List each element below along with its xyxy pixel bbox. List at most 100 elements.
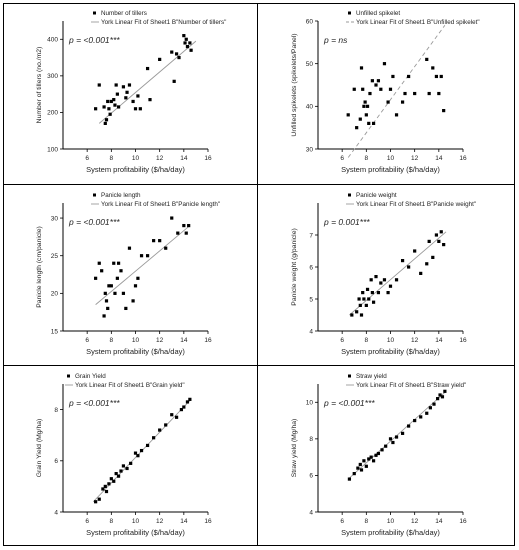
data-point: [374, 275, 378, 279]
x-tick-label: 6: [340, 155, 344, 162]
y-tick-label: 30: [306, 146, 314, 153]
y-tick-label: 300: [47, 73, 58, 80]
chart-straw-yield: 6 8 10 12 14 16 4 6 8 10 System profitability ($/h…: [258, 366, 512, 547]
data-point: [371, 300, 376, 304]
data-point: [101, 487, 105, 491]
data-point: [124, 306, 128, 311]
data-point: [121, 291, 126, 295]
chart-svg: 6 8 10 12 14 16 100 200 300 400 System profitabili…: [36, 10, 226, 174]
data-point: [362, 297, 366, 301]
legend-label: Grain Yield: [75, 373, 106, 380]
fit-line: [95, 225, 191, 305]
x-tick-label: 12: [156, 155, 164, 162]
x-tick-label: 16: [459, 337, 467, 344]
legend-label: Panicle length: [101, 192, 141, 199]
data-point: [112, 261, 116, 265]
data-point: [403, 91, 407, 96]
data-point: [176, 231, 180, 235]
y-tick-label: 50: [306, 61, 314, 68]
data-point: [434, 233, 439, 237]
data-point: [371, 121, 376, 125]
data-point: [133, 284, 138, 288]
x-tick-label: 10: [132, 518, 140, 525]
data-point: [185, 45, 190, 49]
x-tick-label: 12: [411, 518, 419, 525]
data-point: [355, 126, 359, 130]
x-axis-title: System profitability ($/ha/day): [86, 347, 185, 356]
data-point: [107, 107, 111, 111]
data-point: [391, 440, 395, 445]
legend-label: Number of tillers: [101, 10, 147, 17]
data-point: [103, 291, 107, 295]
x-tick-label: 8: [110, 518, 114, 525]
data-point: [94, 500, 98, 504]
p-value-annotation: p = ns: [323, 35, 348, 45]
x-tick-label: 10: [132, 337, 140, 344]
data-point: [384, 444, 388, 448]
data-point: [432, 402, 436, 406]
data-point: [357, 297, 361, 301]
data-point: [107, 482, 111, 486]
x-tick-label: 6: [340, 337, 344, 344]
data-point: [188, 41, 192, 45]
x-tick-label: 16: [459, 155, 467, 162]
chart-panicle-weight: 6 8 10 12 14 16 4 5 6 7 System profitability ($/ha…: [258, 185, 512, 366]
data-point: [407, 424, 411, 428]
fit-line: [347, 25, 446, 158]
data-point: [370, 79, 374, 83]
x-tick-label: 8: [365, 155, 369, 162]
data-point: [346, 113, 350, 117]
data-point: [362, 459, 366, 463]
y-axis-title: Straw yield (Mg/ha): [291, 419, 298, 478]
data-point: [362, 104, 366, 108]
data-point: [187, 223, 191, 228]
data-point: [189, 48, 193, 52]
data-point: [376, 79, 381, 83]
x-tick-label: 8: [110, 337, 114, 344]
data-point: [407, 265, 411, 269]
data-point: [419, 415, 423, 419]
data-point: [152, 239, 156, 243]
data-point: [114, 472, 118, 476]
data-point: [188, 397, 192, 401]
data-point: [434, 74, 439, 79]
data-point: [382, 62, 387, 66]
data-point: [124, 96, 128, 100]
data-point: [379, 87, 383, 91]
data-point: [136, 454, 140, 458]
chart-svg: 6 8 10 12 14 16 15 20 25 30 System profitability (…: [36, 192, 220, 356]
data-point: [102, 314, 106, 318]
data-point: [376, 291, 381, 295]
y-tick-label: 25: [51, 253, 59, 260]
data-point: [164, 423, 168, 427]
data-point: [133, 451, 138, 455]
legend-marker: [348, 374, 351, 378]
y-axis-title: Number of tillers (no./m2): [36, 47, 43, 124]
data-point: [350, 313, 354, 317]
legend-label: York Linear Fit of Sheet1 B"Panicle leng…: [101, 201, 220, 208]
data-point: [125, 466, 129, 471]
data-point: [363, 100, 367, 104]
data-point: [116, 105, 121, 109]
data-point: [172, 79, 176, 83]
data-point: [358, 303, 362, 307]
x-tick-label: 10: [387, 518, 395, 525]
legend-label: Unfilled spikelet: [356, 10, 400, 17]
data-point: [109, 99, 113, 104]
x-tick-label: 8: [365, 518, 369, 525]
chart-svg: 6 8 10 12 14 16 4 6 8 10 System profitability ($/h…: [291, 373, 467, 537]
data-point: [391, 74, 395, 79]
data-point: [436, 397, 440, 401]
data-point: [371, 459, 376, 463]
data-point: [182, 405, 186, 409]
data-point: [102, 105, 106, 109]
data-point: [367, 297, 371, 301]
data-point: [183, 41, 187, 45]
data-point: [425, 262, 429, 266]
data-point: [94, 107, 98, 111]
data-point: [145, 66, 150, 71]
data-point: [170, 413, 174, 417]
x-axis-title: System profitability ($/ha/day): [341, 165, 440, 174]
legend-marker: [93, 11, 96, 15]
data-point: [364, 303, 368, 307]
